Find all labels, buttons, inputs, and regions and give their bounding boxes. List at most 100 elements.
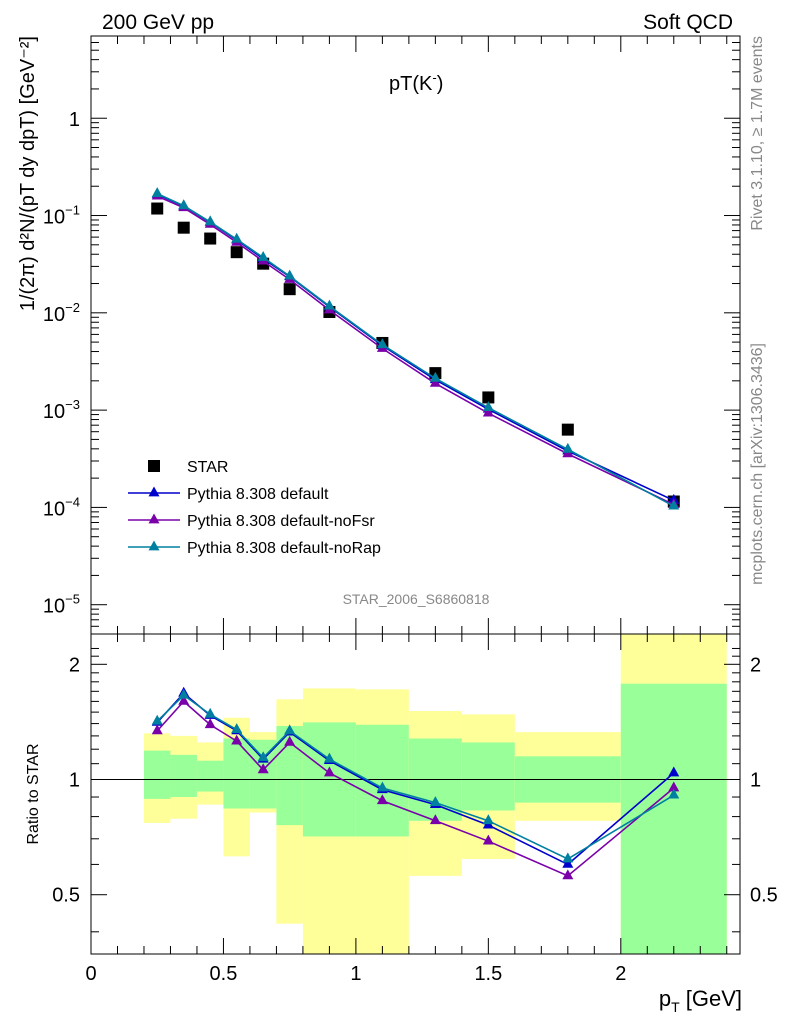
main-series-marker-3: [257, 251, 269, 261]
ratio-series-line-1: [156, 700, 675, 877]
main-series-marker-3: [178, 199, 190, 210]
ratio-y-tick-label-right: 2: [750, 654, 761, 676]
ratio-series-marker-1: [323, 766, 335, 777]
main-y-tick-label: 10−3: [43, 397, 80, 423]
ratio-green-band: [143, 750, 171, 799]
main-series-marker-3: [429, 371, 441, 382]
x-axis-label: pT [GeV]: [659, 986, 742, 1015]
ratio-series-marker-2: [482, 814, 494, 825]
ratio-series-marker-2: [231, 723, 243, 733]
main-y-tick-label: 10−1: [43, 203, 80, 229]
ratio-y-tick-label-left: 2: [69, 654, 80, 676]
header-right-label: Soft QCD: [643, 11, 733, 34]
ratio-series-marker-0: [668, 766, 680, 777]
ratio-series-marker-1: [429, 814, 441, 825]
ratio-series-marker-2: [323, 752, 335, 763]
star-data-point: [204, 232, 217, 245]
ratio-x-tick-label: 1.5: [474, 963, 502, 985]
star-data-point: [151, 202, 164, 215]
ratio-x-tick-label: 2: [615, 963, 626, 985]
main-series-marker-3: [323, 299, 335, 310]
side-mcplots-label: mcplots.cern.ch [arXiv:1306.3436]: [749, 343, 766, 585]
main-y-tick-label: 10−2: [43, 300, 80, 326]
ratio-series-marker-2: [151, 714, 163, 725]
main-plot-title: pT(K-): [389, 70, 443, 95]
ratio-y-axis-label: Ratio to STAR: [25, 743, 42, 844]
main-y-tick-label: 10−5: [43, 592, 80, 618]
main-y-tick-label: 1: [69, 109, 80, 131]
main-y-ticks: 1 10−1 10−2 10−3 10−4 10−5: [43, 35, 740, 634]
ratio-x-tick-label: 1: [350, 963, 361, 985]
side-rivet-label: Rivet 3.1.10, ≥ 1.7M events: [749, 36, 766, 231]
ratio-y-ticks: 0.5 0.5 1 1 2 2: [52, 647, 778, 933]
ratio-series-marker-1: [178, 694, 190, 705]
ratio-series-marker-2: [668, 788, 680, 799]
legend-star-marker: [148, 460, 160, 472]
legend-label-3: Pythia 8.308 default-noRap: [187, 540, 381, 557]
ratio-x-tick-label: 0: [85, 963, 96, 985]
ratio-series-marker-2: [376, 781, 388, 792]
main-plot-panel: 1 10−1 10−2 10−3 10−4 10−5 pT(K-) 1/(2π) d²N/…: [17, 35, 741, 635]
ratio-series-marker-1: [284, 735, 296, 746]
main-series-marker-3: [376, 338, 388, 349]
ratio-green-band: [170, 754, 197, 798]
ratio-series-marker-2: [204, 707, 216, 718]
ratio-y-tick-label-right: 0.5: [750, 885, 778, 907]
ratio-y-tick-label-left: 0.5: [52, 885, 80, 907]
ratio-series-marker-1: [376, 794, 388, 805]
ratio-series-marker-1: [204, 718, 216, 729]
star-data-point: [482, 391, 495, 404]
ratio-plot-marks: [151, 686, 680, 880]
ratio-green-band: [196, 760, 224, 792]
ratio-x-ticks: 0 0.5 1 1.5 2: [85, 634, 728, 985]
ratio-x-tick-label: 0.5: [210, 963, 238, 985]
ratio-series-marker-1: [562, 869, 574, 880]
ratio-green-band: [223, 738, 250, 809]
main-y-tick-label: 10−4: [43, 494, 80, 520]
legend-marker-3: [148, 540, 160, 551]
ratio-series-marker-1: [151, 724, 163, 735]
header-left-label: 200 GeV pp: [102, 11, 214, 34]
legend-label-2: Pythia 8.308 default-noFsr: [187, 513, 375, 530]
ratio-series-marker-1: [231, 734, 243, 745]
ratio-series-marker-1: [482, 834, 494, 845]
main-series-marker-2: [482, 406, 494, 417]
star-data-point: [177, 221, 190, 234]
ratio-plot-panel: 0.5 0.5 1 1 2 2 0 0.5 1 1.5 2 Ratio to STAR pT [G…: [25, 633, 778, 1015]
ratio-y-tick-label-left: 1: [69, 770, 80, 792]
main-series-line-3: [156, 192, 675, 507]
analysis-id-label: STAR_2006_S6860818: [343, 591, 490, 607]
legend: STAR Pythia 8.308 default Pythia 8.308 def…: [128, 459, 381, 557]
legend-label-0: STAR: [187, 459, 228, 476]
ratio-series-marker-0: [562, 857, 574, 868]
ratio-plot-frame: [90, 633, 741, 955]
main-series-line-2: [156, 195, 675, 506]
ratio-series-marker-2: [284, 724, 296, 735]
main-series-marker-3: [151, 187, 163, 197]
ratio-series-marker-2: [429, 796, 441, 807]
legend-label-1: Pythia 8.308 default: [187, 486, 329, 503]
ratio-series-line-2: [156, 694, 675, 860]
ratio-series-marker-2: [257, 751, 269, 762]
legend-marker-2: [148, 513, 160, 524]
ratio-y-tick-label-right: 1: [750, 770, 761, 792]
ratio-series-marker-2: [178, 688, 190, 699]
star-data-point: [561, 423, 574, 436]
ratio-series-marker-2: [562, 852, 574, 863]
ratio-green-band: [620, 683, 727, 954]
main-series-marker-3: [482, 401, 494, 412]
star-data-point: [230, 246, 243, 259]
main-y-axis-label: 1/(2π) d²N/(pT dy dpT) [GeV⁻²]: [17, 36, 39, 311]
main-series-marker-3: [204, 215, 216, 226]
main-series-marker-3: [284, 269, 296, 280]
legend-marker-1: [148, 486, 160, 497]
main-series-marker-2: [429, 376, 441, 387]
main-series-marker-3: [668, 499, 680, 510]
ratio-series-marker-1: [668, 781, 680, 792]
ratio-uncertainty-bands: [143, 634, 727, 954]
main-plot-marks: [151, 187, 680, 510]
star-data-point: [283, 283, 296, 296]
ratio-series-marker-1: [257, 763, 269, 774]
main-series-marker-3: [231, 232, 243, 243]
